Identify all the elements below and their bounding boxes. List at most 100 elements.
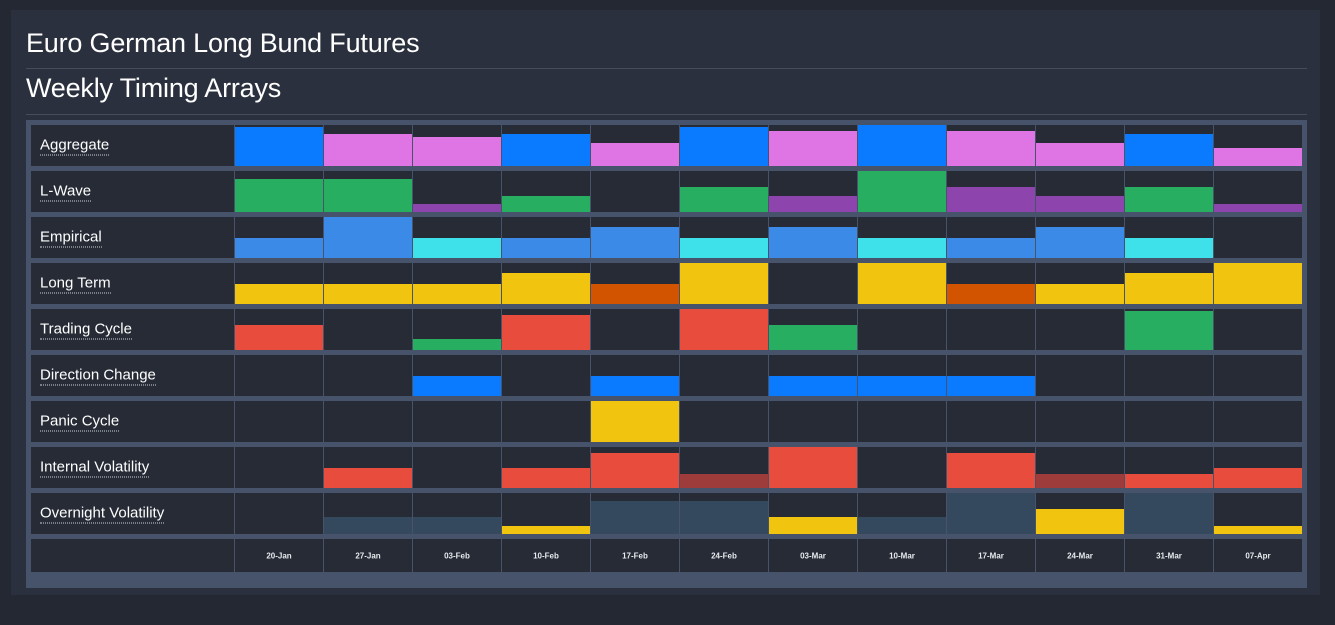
row-label-link[interactable]: Overnight Volatility <box>40 504 165 523</box>
array-cell <box>946 447 1035 488</box>
row-label-cell: Internal Volatility <box>31 447 234 488</box>
timing-bar <box>1125 187 1213 212</box>
row-label-cell: Direction Change <box>31 355 234 396</box>
week-date-label: 27-Jan <box>355 551 381 560</box>
array-cell <box>768 217 857 258</box>
row-label-link[interactable]: Trading Cycle <box>40 320 132 339</box>
array-cell <box>1035 263 1124 304</box>
array-cell <box>590 401 679 442</box>
timing-bar <box>1036 473 1124 488</box>
array-cell <box>501 309 590 350</box>
array-cell <box>234 493 323 534</box>
array-cell <box>323 125 412 166</box>
array-cell <box>1035 309 1124 350</box>
date-cell: 24-Mar <box>1035 539 1124 572</box>
row-trading-cycle: Trading Cycle <box>31 309 1302 350</box>
timing-bar <box>502 315 590 350</box>
date-cell: 10-Feb <box>501 539 590 572</box>
page-title: Euro German Long Bund Futures <box>26 28 420 58</box>
row-label-link[interactable]: L-Wave <box>40 182 92 201</box>
row-aggregate: Aggregate <box>31 125 1302 166</box>
array-cell <box>234 355 323 396</box>
timing-bar <box>235 179 323 212</box>
array-cell <box>857 309 946 350</box>
array-cell <box>1213 309 1302 350</box>
array-cell <box>590 263 679 304</box>
timing-bar <box>591 227 679 258</box>
array-cell <box>1035 125 1124 166</box>
timing-bar <box>413 283 501 304</box>
array-cell <box>501 125 590 166</box>
array-cell <box>1213 355 1302 396</box>
timing-bar <box>413 137 501 166</box>
row-label-cell: Long Term <box>31 263 234 304</box>
array-cell <box>1124 217 1213 258</box>
week-date-label: 07-Apr <box>1245 551 1271 560</box>
timing-bar <box>680 187 768 212</box>
array-cell <box>323 447 412 488</box>
timing-bar <box>413 516 501 534</box>
array-cell <box>679 355 768 396</box>
array-cell <box>501 401 590 442</box>
array-cell <box>679 217 768 258</box>
array-cell <box>768 309 857 350</box>
array-cell <box>679 401 768 442</box>
array-cell <box>946 217 1035 258</box>
timing-bar <box>235 283 323 304</box>
timing-bar <box>1125 273 1213 304</box>
timing-bar <box>680 263 768 304</box>
array-cell <box>501 263 590 304</box>
row-label-link[interactable]: Direction Change <box>40 366 156 385</box>
array-cell <box>1213 263 1302 304</box>
array-cell <box>323 401 412 442</box>
row-label-link[interactable]: Internal Volatility <box>40 458 150 477</box>
date-cell: 20-Jan <box>234 539 323 572</box>
array-cell <box>946 309 1035 350</box>
row-label-link[interactable]: Long Term <box>40 274 111 293</box>
array-cell <box>1035 447 1124 488</box>
timing-bar <box>947 237 1035 258</box>
array-cell <box>679 447 768 488</box>
timing-bar <box>235 325 323 350</box>
array-cell <box>1124 171 1213 212</box>
timing-bar <box>1214 263 1302 304</box>
row-label-link[interactable]: Empirical <box>40 228 102 247</box>
array-cell <box>590 125 679 166</box>
row-direction-change: Direction Change <box>31 355 1302 396</box>
array-cell <box>323 355 412 396</box>
array-cell <box>234 125 323 166</box>
title-divider <box>26 68 1307 69</box>
array-cell <box>857 217 946 258</box>
array-cell <box>1035 493 1124 534</box>
array-cell <box>1035 217 1124 258</box>
timing-bar <box>502 525 590 534</box>
timing-bar <box>324 134 412 166</box>
timing-bar <box>1125 311 1213 350</box>
timing-array-grid: Aggregate L-Wave Empirical Long Term Trading… <box>26 120 1307 588</box>
timing-bar <box>1036 227 1124 258</box>
timing-bar <box>235 237 323 258</box>
array-cell <box>1035 401 1124 442</box>
timing-bar <box>769 325 857 350</box>
timing-bar <box>947 187 1035 212</box>
timing-bar <box>1214 525 1302 534</box>
array-cell <box>234 401 323 442</box>
array-cell <box>857 263 946 304</box>
array-cell <box>234 263 323 304</box>
subtitle-divider <box>26 114 1307 115</box>
timing-bar <box>591 283 679 304</box>
row-label-link[interactable]: Aggregate <box>40 136 110 155</box>
timing-bar <box>1036 508 1124 534</box>
date-cell: 17-Feb <box>590 539 679 572</box>
timing-bar <box>858 375 946 396</box>
row-label-cell: Trading Cycle <box>31 309 234 350</box>
date-cell: 24-Feb <box>679 539 768 572</box>
row-label-link[interactable]: Panic Cycle <box>40 412 120 431</box>
array-cell <box>946 401 1035 442</box>
timing-bar <box>947 493 1035 534</box>
array-cell <box>1124 447 1213 488</box>
array-cell <box>1035 355 1124 396</box>
timing-bar <box>947 130 1035 166</box>
array-cell <box>501 217 590 258</box>
timing-panel: Euro German Long Bund Futures Weekly Tim… <box>11 10 1320 595</box>
